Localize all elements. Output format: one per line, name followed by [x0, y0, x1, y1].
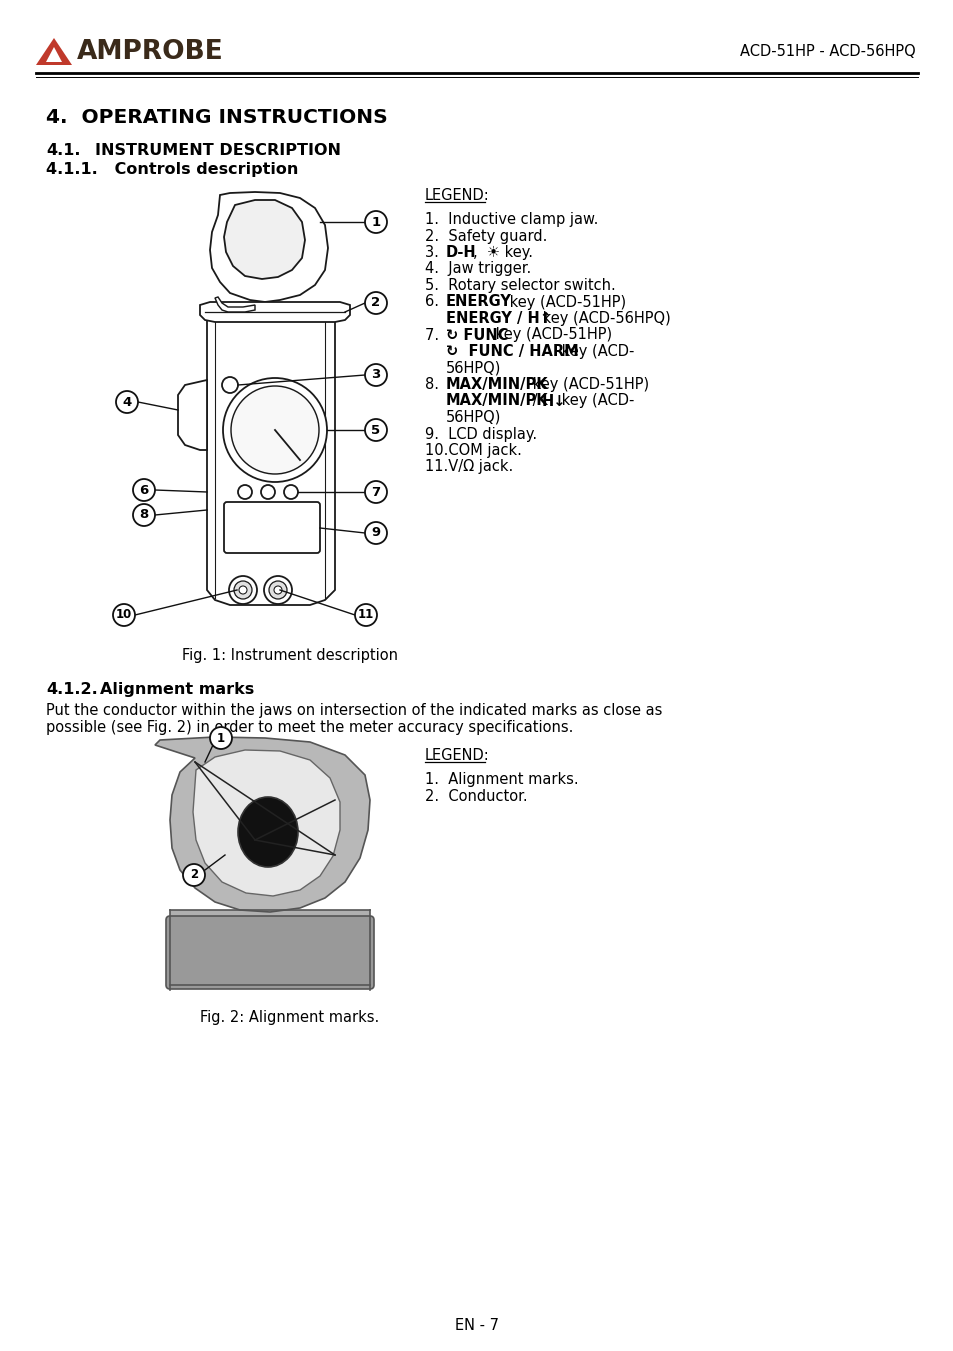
Polygon shape [207, 320, 335, 605]
Text: 1.  Alignment marks.: 1. Alignment marks. [424, 771, 578, 788]
Circle shape [261, 485, 274, 499]
Text: key (ACD-51HP): key (ACD-51HP) [491, 327, 612, 343]
Polygon shape [224, 200, 305, 280]
Text: 8: 8 [139, 508, 149, 521]
Circle shape [183, 865, 205, 886]
Circle shape [284, 485, 297, 499]
Text: 6: 6 [139, 484, 149, 497]
Circle shape [229, 576, 256, 604]
Text: EN - 7: EN - 7 [455, 1319, 498, 1333]
Text: 11: 11 [357, 608, 374, 621]
Text: 4.1.: 4.1. [46, 143, 80, 158]
Text: 1: 1 [371, 216, 380, 228]
Text: 7: 7 [371, 485, 380, 499]
Text: 3.: 3. [424, 245, 448, 259]
Text: 8.: 8. [424, 377, 448, 392]
Text: Alignment marks: Alignment marks [100, 682, 254, 697]
Polygon shape [193, 750, 339, 896]
Ellipse shape [237, 797, 297, 867]
Text: D-H: D-H [446, 245, 476, 259]
Text: ↻ FUNC: ↻ FUNC [446, 327, 508, 343]
Circle shape [233, 581, 252, 598]
Text: 5.  Rotary selector switch.: 5. Rotary selector switch. [424, 278, 615, 293]
Circle shape [365, 211, 387, 232]
Circle shape [355, 604, 376, 626]
Text: 9.  LCD display.: 9. LCD display. [424, 427, 537, 442]
Circle shape [231, 386, 318, 474]
Text: 3: 3 [371, 369, 380, 381]
Text: key (ACD-: key (ACD- [557, 345, 634, 359]
FancyBboxPatch shape [224, 503, 319, 553]
Text: key (ACD-56HPQ): key (ACD-56HPQ) [537, 311, 670, 326]
Polygon shape [178, 380, 207, 450]
Text: 56HPQ): 56HPQ) [446, 409, 501, 426]
Text: Put the conductor within the jaws on intersection of the indicated marks as clos: Put the conductor within the jaws on int… [46, 703, 661, 717]
Text: H↓: H↓ [541, 393, 566, 408]
Text: Fig. 2: Alignment marks.: Fig. 2: Alignment marks. [200, 1011, 379, 1025]
Text: INSTRUMENT DESCRIPTION: INSTRUMENT DESCRIPTION [95, 143, 340, 158]
Circle shape [274, 586, 282, 594]
Text: ↻  FUNC / HARM: ↻ FUNC / HARM [446, 345, 578, 359]
Text: 4: 4 [122, 396, 132, 408]
Text: 2.  Safety guard.: 2. Safety guard. [424, 228, 547, 243]
Text: 10.COM jack.: 10.COM jack. [424, 443, 521, 458]
Circle shape [365, 521, 387, 544]
Text: 6.: 6. [424, 295, 448, 309]
Text: Fig. 1: Instrument description: Fig. 1: Instrument description [182, 648, 397, 663]
Circle shape [365, 419, 387, 440]
Text: 10: 10 [115, 608, 132, 621]
FancyBboxPatch shape [166, 916, 374, 989]
Circle shape [116, 390, 138, 413]
Text: 4.  OPERATING INSTRUCTIONS: 4. OPERATING INSTRUCTIONS [46, 108, 387, 127]
Circle shape [210, 727, 232, 748]
Text: AMPROBE: AMPROBE [77, 39, 224, 65]
Circle shape [365, 292, 387, 313]
Text: possible (see Fig. 2) in order to meet the meter accuracy specifications.: possible (see Fig. 2) in order to meet t… [46, 720, 573, 735]
Text: key (ACD-51HP): key (ACD-51HP) [527, 377, 648, 392]
Circle shape [365, 363, 387, 386]
Polygon shape [210, 192, 328, 303]
Text: 7.: 7. [424, 327, 448, 343]
Circle shape [132, 504, 154, 526]
Text: 9: 9 [371, 527, 380, 539]
Polygon shape [46, 47, 62, 62]
Circle shape [132, 480, 154, 501]
Circle shape [237, 485, 252, 499]
Text: 56HPQ): 56HPQ) [446, 361, 501, 376]
Circle shape [239, 586, 247, 594]
Polygon shape [154, 738, 370, 912]
Text: 4.1.1.   Controls description: 4.1.1. Controls description [46, 162, 298, 177]
Text: key (ACD-: key (ACD- [557, 393, 634, 408]
Text: 4.1.2.: 4.1.2. [46, 682, 97, 697]
Text: LEGEND:: LEGEND: [424, 188, 489, 203]
Text: ACD-51HP - ACD-56HPQ: ACD-51HP - ACD-56HPQ [740, 45, 915, 59]
Text: 1.  Inductive clamp jaw.: 1. Inductive clamp jaw. [424, 212, 598, 227]
Polygon shape [200, 303, 350, 322]
Text: 2: 2 [371, 296, 380, 309]
Text: 2.  Conductor.: 2. Conductor. [424, 789, 527, 804]
Circle shape [223, 378, 327, 482]
Text: MAX/MIN/PK: MAX/MIN/PK [446, 377, 548, 392]
Polygon shape [214, 297, 254, 312]
Text: 4.  Jaw trigger.: 4. Jaw trigger. [424, 262, 531, 277]
Text: LEGEND:: LEGEND: [424, 748, 489, 763]
Text: ,  ☀ key.: , ☀ key. [473, 245, 533, 259]
Text: 2: 2 [190, 869, 198, 881]
Circle shape [365, 481, 387, 503]
Text: /: / [527, 393, 541, 408]
Text: MAX/MIN/PK: MAX/MIN/PK [446, 393, 548, 408]
Circle shape [112, 604, 135, 626]
Text: 5: 5 [371, 423, 380, 436]
Circle shape [222, 377, 237, 393]
Text: key (ACD-51HP): key (ACD-51HP) [504, 295, 625, 309]
Circle shape [264, 576, 292, 604]
Polygon shape [36, 38, 71, 65]
Text: ENERGY: ENERGY [446, 295, 512, 309]
Text: 11.V/Ω jack.: 11.V/Ω jack. [424, 459, 513, 474]
Text: 1: 1 [216, 731, 225, 744]
Circle shape [269, 581, 287, 598]
Text: ENERGY / H↑: ENERGY / H↑ [446, 311, 552, 326]
